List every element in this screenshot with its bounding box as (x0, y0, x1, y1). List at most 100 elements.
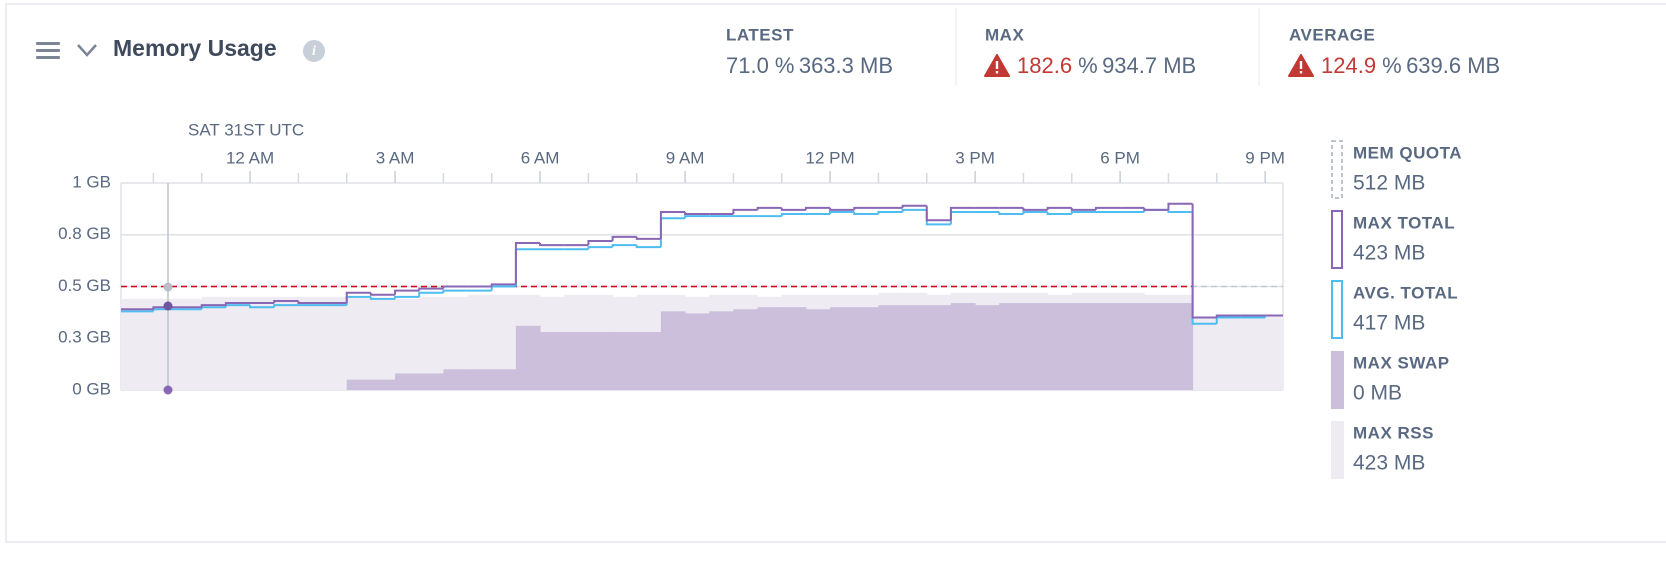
line-step (1046, 211, 1072, 216)
line-step (1191, 203, 1217, 319)
line-step (611, 235, 637, 241)
line-step (345, 291, 371, 304)
line-step (901, 204, 927, 208)
area-step (830, 307, 855, 390)
legend-name: MAX RSS (1353, 423, 1434, 442)
legend-name: MEM QUOTA (1353, 143, 1462, 162)
area-step (950, 303, 976, 390)
line-step (442, 289, 468, 293)
area-step (1120, 303, 1145, 390)
warning-mark (1299, 61, 1303, 69)
area-step (878, 305, 904, 390)
line-step (780, 207, 806, 211)
area-step (1023, 303, 1049, 390)
legend-swatch (1331, 280, 1343, 339)
info-icon[interactable]: i (303, 40, 325, 62)
area-step (975, 305, 1000, 390)
warning-mark (1299, 71, 1303, 74)
line-step (1046, 206, 1072, 210)
line-step (1022, 210, 1048, 215)
area-step (515, 325, 541, 390)
line-step (514, 242, 541, 285)
line-step (659, 210, 686, 239)
line-step (998, 211, 1024, 216)
stat-size: 639.6 MB (1406, 53, 1500, 78)
crosshair-dot (163, 301, 173, 311)
panel-title: Memory Usage (113, 35, 277, 61)
legend-swatch (1331, 140, 1343, 199)
menu-icon[interactable] (36, 42, 60, 59)
area-step (1168, 303, 1194, 390)
x-tick-label: 3 PM (955, 148, 995, 167)
area-step (1095, 303, 1121, 390)
collapse-chevron[interactable] (77, 44, 97, 57)
line-step (925, 205, 951, 222)
menu-bar (36, 49, 60, 52)
stat-percent-unit: % (775, 53, 795, 78)
line-step (249, 305, 275, 309)
y-tick-label: 0 GB (72, 379, 111, 398)
x-tick-label: 12 PM (806, 148, 855, 167)
line-step (394, 289, 420, 295)
area-step (540, 332, 565, 390)
line-step (1094, 206, 1121, 210)
line-step (684, 215, 710, 219)
stat-percent: 124.9 (1321, 53, 1376, 78)
stat-size: 363.3 MB (799, 53, 893, 78)
x-tick-label: 6 PM (1100, 148, 1140, 167)
area-step (274, 296, 299, 390)
line-step (732, 208, 758, 215)
line-step (1022, 207, 1048, 211)
line-step (684, 211, 710, 216)
area-step (1265, 315, 1284, 390)
line-step (1070, 210, 1096, 215)
area-step (805, 309, 831, 390)
warning-mark (995, 61, 999, 69)
legend-value: 417 MB (1353, 312, 1425, 335)
area-step (854, 307, 879, 390)
line-step (490, 283, 516, 287)
area-step (781, 307, 807, 390)
x-tick-label: 9 PM (1245, 148, 1285, 167)
legend-swatch (1331, 351, 1344, 409)
line-step (611, 244, 637, 248)
line-step (418, 291, 444, 297)
crosshair-dot (163, 385, 173, 395)
line-step (829, 207, 855, 211)
area-step (177, 298, 203, 390)
line-step (635, 245, 661, 249)
legend-swatch (1331, 210, 1343, 269)
stat-label: AVERAGE (1289, 25, 1375, 44)
area-step (588, 332, 614, 390)
menu-bar (36, 56, 60, 59)
legend-value: 0 MB (1353, 382, 1402, 405)
area-step (660, 311, 686, 390)
area-step (1216, 315, 1242, 390)
line-step (949, 206, 976, 221)
stat-percent-unit: % (1382, 53, 1402, 78)
area-step (121, 298, 154, 390)
line-step (587, 239, 613, 246)
line-step (804, 206, 831, 210)
area-step (733, 309, 759, 390)
line-step (635, 236, 661, 240)
line-step (1167, 202, 1193, 210)
line-step (297, 300, 323, 305)
y-tick-label: 0.8 GB (58, 224, 111, 243)
line-step (853, 211, 879, 216)
area-step (926, 305, 952, 390)
y-tick-label: 0.3 GB (58, 328, 111, 347)
line-step (1143, 207, 1169, 211)
area-step (685, 313, 710, 390)
stat-label: MAX (985, 25, 1024, 44)
line-step (756, 206, 782, 210)
date-label: SAT 31ST UTC (188, 120, 304, 139)
line-step (200, 304, 226, 308)
line-step (369, 296, 396, 300)
legend-value: 423 MB (1353, 452, 1425, 475)
area-step (564, 332, 589, 390)
legend-name: MAX TOTAL (1353, 213, 1455, 232)
area-step (346, 379, 372, 390)
stat-label: LATEST (726, 25, 794, 44)
